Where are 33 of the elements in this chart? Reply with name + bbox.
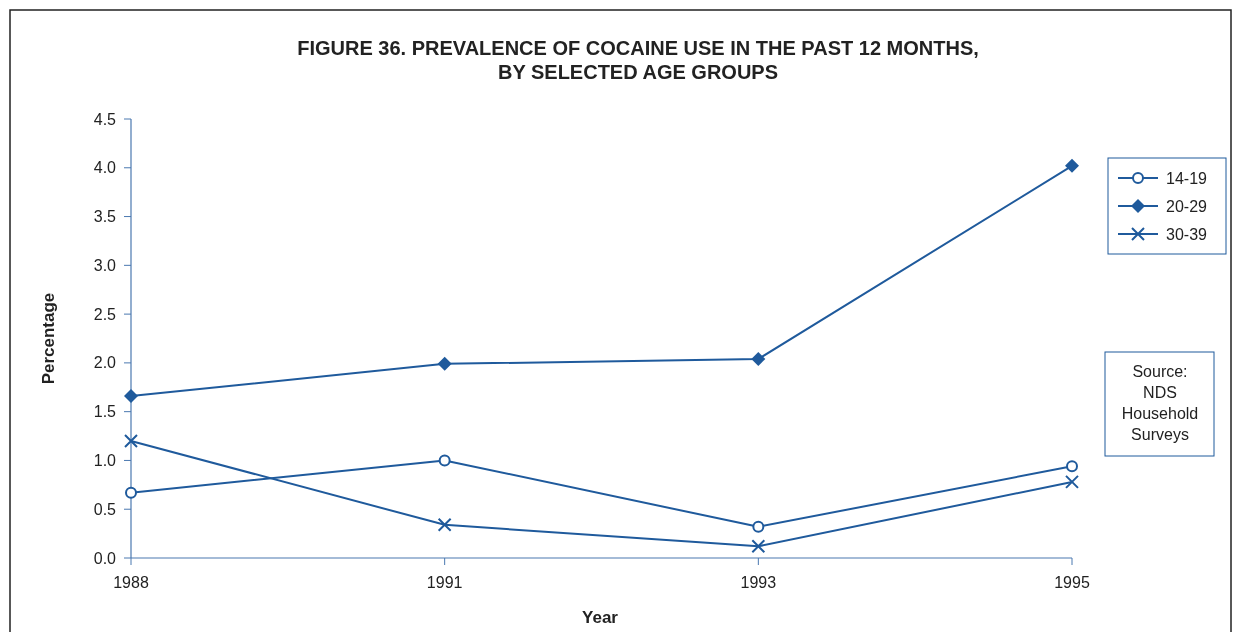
y-tick-label: 1.5	[93, 403, 117, 421]
point	[1066, 460, 1078, 473]
y-tick-label: 2.0	[93, 354, 117, 372]
point	[438, 454, 451, 467]
source-note: Source: NDS Household Surveys	[1121, 363, 1199, 443]
point	[437, 517, 452, 532]
point	[751, 351, 766, 366]
y-tick-label: 4.0	[93, 159, 117, 177]
point	[125, 486, 137, 499]
point	[1065, 474, 1079, 489]
point	[124, 433, 138, 448]
legend-label: 30-39	[1166, 225, 1208, 243]
x-tick-label: 1995	[1054, 574, 1090, 591]
point	[751, 539, 766, 554]
y-tick-label: 0.5	[93, 500, 117, 518]
y-tick-label: 4.5	[93, 110, 117, 128]
y-tick-label: 3.0	[93, 256, 117, 274]
legend-label: 14-19	[1166, 169, 1208, 187]
chart-title: FIGURE 36. PREVALENCE OF COCAINE USE IN THE PAST 12 MONTHS, BY SELECTED AGE GROUPS	[297, 37, 979, 83]
y-axis-title: Percentage	[39, 292, 58, 385]
x-tick-label: 1993	[740, 574, 777, 591]
point	[752, 520, 765, 533]
y-tick-label: 3.5	[93, 208, 117, 226]
x-axis-title: Year	[582, 608, 619, 627]
legend-label: 20-29	[1166, 197, 1208, 215]
y-tick-label: 0.0	[93, 549, 117, 567]
y-tick-label: 2.5	[93, 305, 117, 323]
y-tick-label: 1.0	[93, 452, 117, 470]
x-tick-label: 1988	[113, 574, 149, 591]
point	[124, 389, 138, 404]
x-tick-label: 1991	[426, 574, 463, 591]
point	[437, 356, 452, 371]
point	[1065, 158, 1079, 173]
